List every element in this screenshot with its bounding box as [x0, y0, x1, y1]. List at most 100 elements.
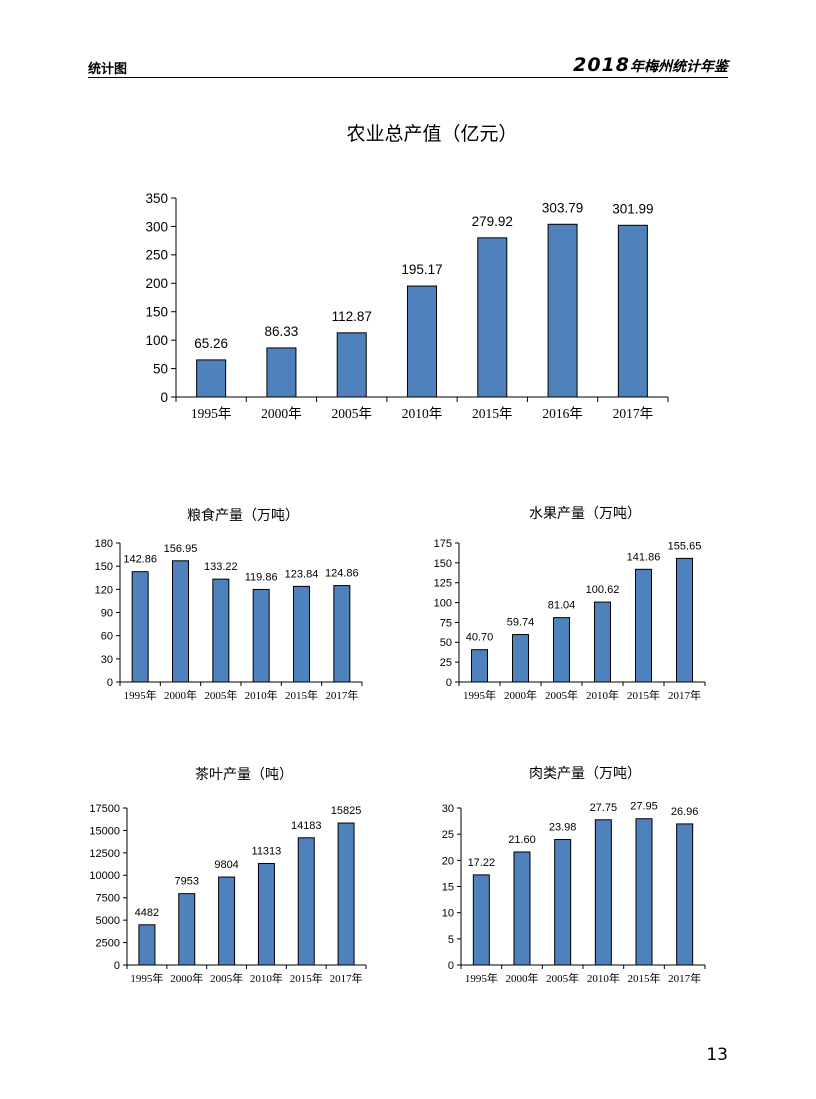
bar — [257, 863, 275, 966]
data-label: 15825 — [331, 805, 362, 817]
x-tick-label: 2000年 — [261, 406, 302, 421]
y-tick-label: 0 — [107, 677, 113, 689]
bar — [336, 332, 367, 398]
bar — [594, 601, 611, 683]
y-tick-label: 10 — [442, 908, 454, 920]
y-tick-label: 50 — [153, 361, 168, 376]
data-label: 65.26 — [194, 336, 228, 351]
data-label: 133.22 — [204, 561, 238, 573]
data-label: 279.92 — [472, 214, 513, 229]
y-tick-label: 180 — [95, 538, 113, 550]
bar — [471, 649, 488, 683]
y-tick-label: 30 — [442, 803, 454, 815]
data-label: 124.86 — [325, 568, 359, 580]
data-label: 303.79 — [542, 200, 583, 215]
bar — [252, 588, 270, 683]
data-label: 7953 — [175, 876, 199, 888]
data-label: 59.74 — [507, 617, 535, 629]
bar — [293, 585, 310, 683]
data-label: 119.86 — [245, 571, 278, 583]
bar — [131, 571, 149, 683]
x-tick-label: 1995年 — [463, 688, 496, 702]
y-tick-label: 60 — [101, 631, 113, 643]
x-tick-label: 2017年 — [613, 406, 654, 421]
data-label: 195.17 — [401, 262, 442, 277]
yearbook-name: 年梅州统计年鉴 — [630, 59, 728, 75]
data-label: 11313 — [252, 846, 282, 858]
bar — [617, 224, 648, 398]
y-tick-label: 90 — [101, 607, 113, 619]
bar — [553, 617, 570, 683]
page-number: 13 — [706, 1045, 728, 1065]
bar — [178, 893, 196, 966]
y-tick-label: 2500 — [96, 938, 120, 950]
data-label: 86.33 — [265, 324, 299, 339]
y-tick-label: 5 — [448, 934, 454, 946]
x-tick-label: 2005年 — [210, 971, 243, 985]
x-tick-label: 1995年 — [130, 971, 163, 985]
data-label: 301.99 — [612, 201, 653, 216]
y-tick-label: 250 — [145, 248, 168, 263]
data-label: 26.96 — [671, 806, 699, 818]
x-tick-label: 2000年 — [506, 971, 539, 985]
yearbook-year: 2018 — [573, 54, 630, 76]
chart-tea: 茶叶产量（吨） 0 2500 5000 7500 10000 12500 15000 17500… — [89, 767, 367, 985]
y-tick-label: 100 — [434, 598, 452, 610]
data-label: 9804 — [214, 859, 238, 871]
x-tick-label: 2010年 — [402, 406, 443, 421]
y-tick-label: 120 — [95, 584, 113, 596]
chart-fruit: 水果产量（万吨） 0 25 50 75 100 125 150 175 40.70 1995年 59.… — [434, 506, 706, 702]
data-label: 21.60 — [508, 834, 536, 846]
y-tick-label: 30 — [101, 654, 113, 666]
yearbook-title: 2018年梅州统计年鉴 — [573, 54, 728, 76]
y-tick-label: 125 — [434, 578, 452, 590]
y-tick-label: 300 — [145, 219, 168, 234]
y-tick-label: 50 — [440, 637, 452, 649]
x-tick-label: 2005年 — [545, 688, 578, 702]
x-tick-label: 2005年 — [204, 688, 237, 702]
y-tick-label: 15000 — [89, 825, 120, 837]
y-tick-label: 0 — [446, 677, 452, 689]
chart-title: 农业总产值（亿元） — [346, 123, 517, 145]
y-tick-label: 150 — [145, 305, 168, 320]
x-tick-label: 2010年 — [586, 688, 619, 702]
bar — [172, 560, 189, 683]
x-tick-label: 2017年 — [668, 688, 701, 702]
x-tick-label: 1995年 — [465, 971, 498, 985]
x-tick-label: 2010年 — [250, 971, 283, 985]
bar — [337, 822, 355, 966]
data-label: 4482 — [135, 907, 159, 919]
x-tick-label: 2015年 — [472, 406, 513, 421]
chart-title: 茶叶产量（吨） — [195, 767, 293, 783]
y-tick-label: 20 — [442, 855, 454, 867]
chart-title: 粮食产量（万吨） — [187, 507, 299, 524]
x-tick-label: 2017年 — [325, 688, 358, 702]
chart-title: 水果产量（万吨） — [529, 506, 641, 522]
chart-agri: 农业总产值（亿元） 0 50 100 150 200 250 300 350 65.26 1995年… — [145, 123, 669, 421]
y-tick-label: 7500 — [96, 893, 120, 905]
bar — [196, 359, 227, 398]
data-label: 112.87 — [332, 309, 372, 324]
y-tick-label: 100 — [145, 333, 168, 348]
header-rule — [88, 77, 728, 78]
bar — [513, 851, 531, 966]
chart-title: 肉类产量（万吨） — [529, 766, 641, 782]
x-tick-label: 2000年 — [170, 971, 203, 985]
data-label: 40.70 — [466, 632, 494, 644]
y-tick-label: 150 — [95, 561, 113, 573]
bar — [297, 837, 315, 966]
y-tick-label: 5000 — [96, 915, 120, 927]
x-tick-label: 2015年 — [290, 971, 323, 985]
y-tick-label: 15 — [442, 881, 454, 893]
data-label: 141.86 — [627, 551, 661, 563]
data-label: 156.95 — [164, 543, 198, 555]
x-tick-label: 2005年 — [331, 406, 372, 421]
y-tick-label: 0 — [448, 960, 454, 972]
data-label: 23.98 — [549, 822, 577, 834]
x-tick-label: 2000年 — [164, 688, 197, 702]
y-tick-label: 10000 — [89, 870, 120, 882]
y-tick-label: 0 — [160, 390, 168, 405]
bar — [472, 874, 490, 966]
data-label: 81.04 — [548, 600, 576, 612]
x-tick-label: 2015年 — [285, 688, 318, 702]
